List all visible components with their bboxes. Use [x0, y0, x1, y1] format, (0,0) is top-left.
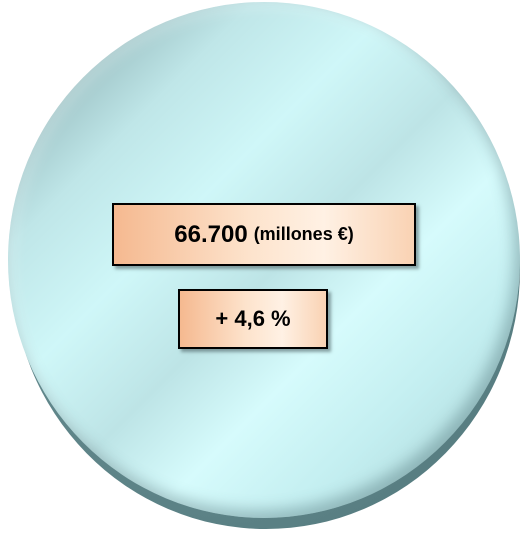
amount-value: 66.700: [174, 220, 248, 248]
growth-value: + 4,6 %: [215, 306, 291, 331]
growth-label-box: + 4,6 %: [178, 289, 328, 349]
amount-unit: (millones €): [253, 224, 354, 244]
amount-label-box: 66.700 (millones €): [112, 203, 416, 266]
